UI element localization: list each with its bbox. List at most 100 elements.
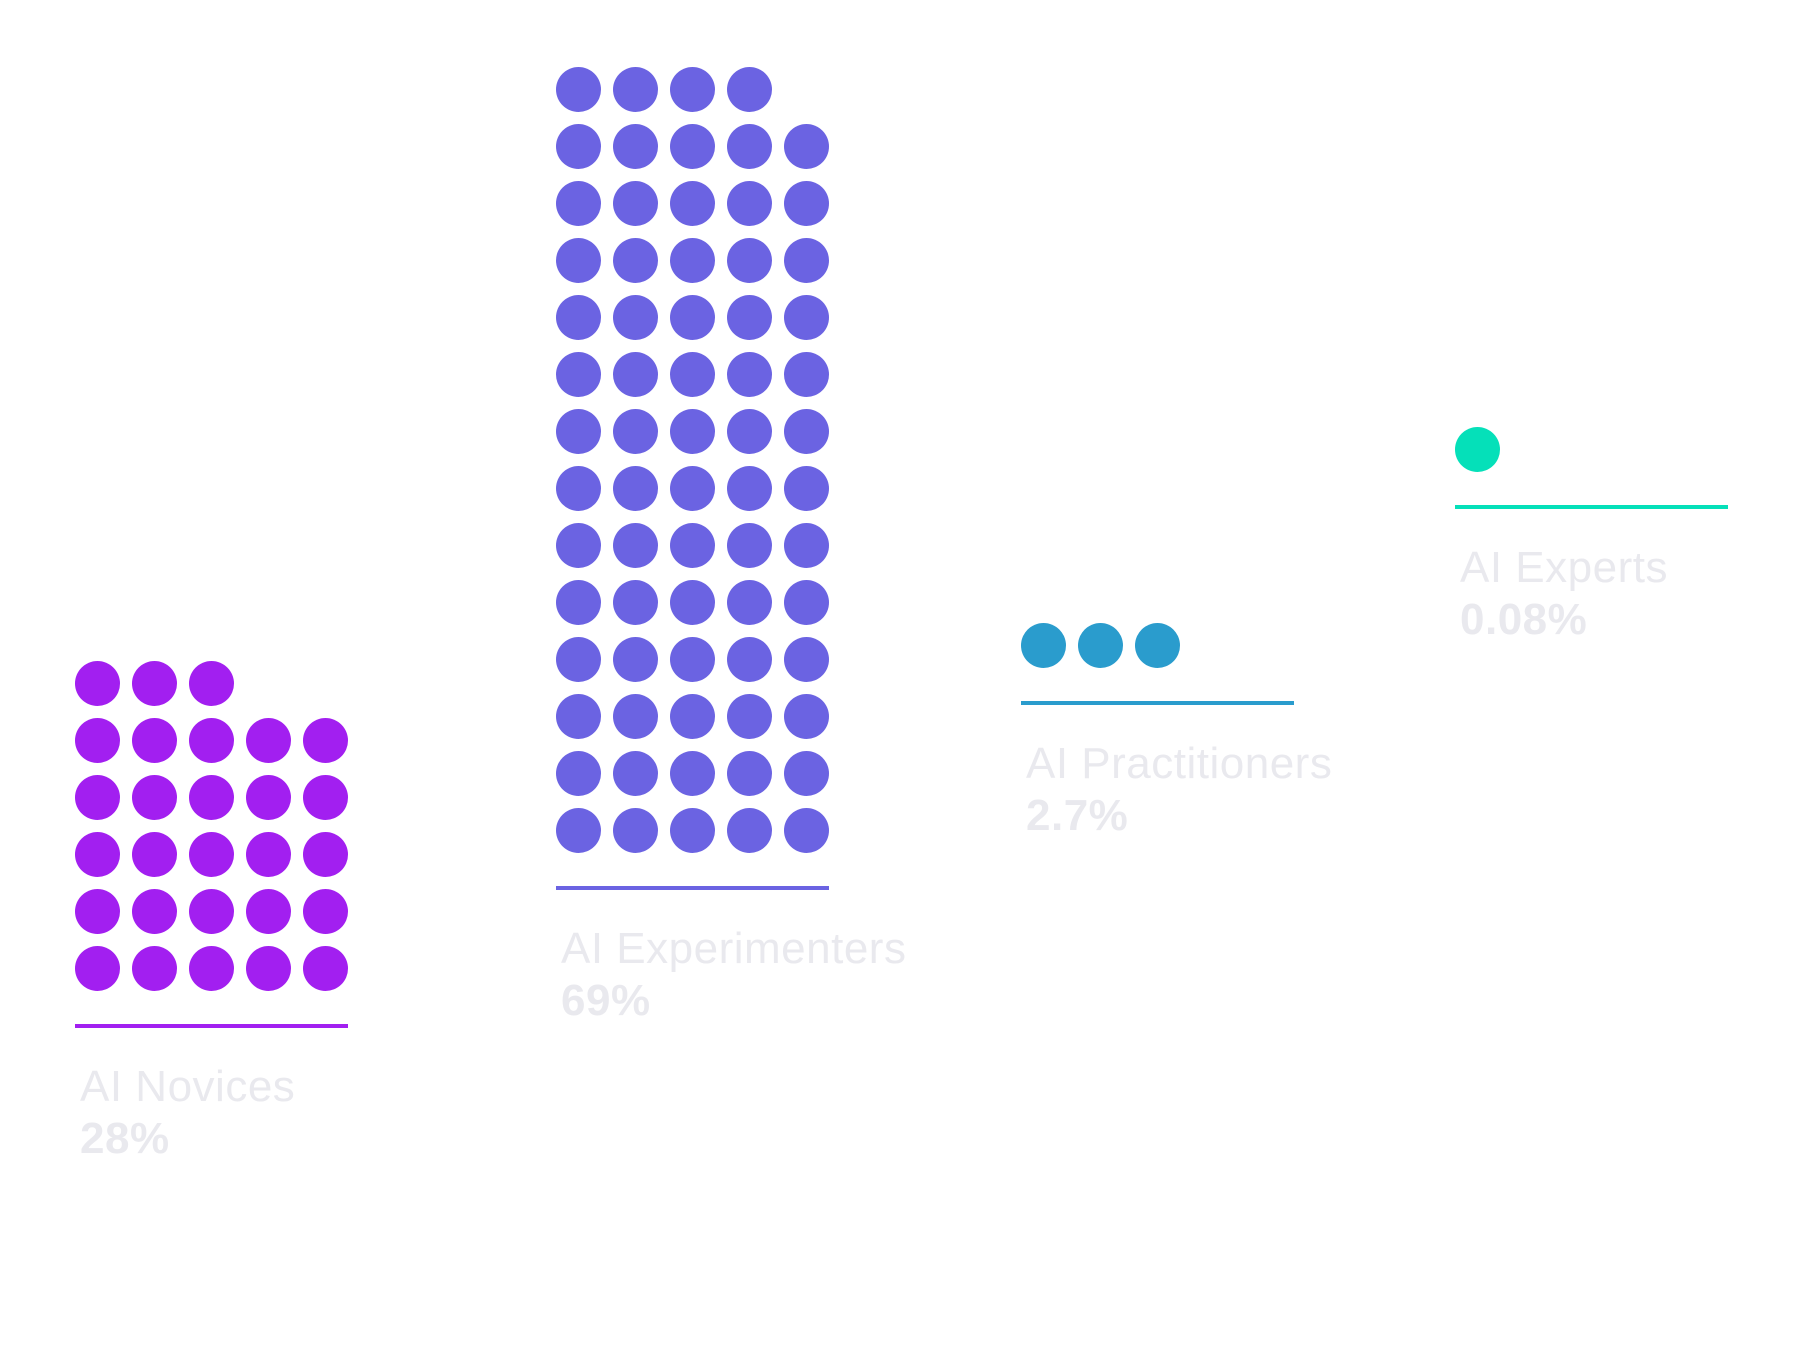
ai-novices-dot xyxy=(246,889,291,934)
ai-novices-dot xyxy=(189,889,234,934)
ai-experimenters-dot xyxy=(784,409,829,454)
ai-experimenters-dot xyxy=(670,352,715,397)
ai-experts-label: AI Experts xyxy=(1460,543,1668,592)
ai-experimenters-dot xyxy=(727,124,772,169)
ai-experimenters-dot xyxy=(727,295,772,340)
ai-experts-baseline xyxy=(1455,505,1728,509)
ai-experimenters-baseline xyxy=(556,886,829,890)
ai-novices-dot xyxy=(303,889,348,934)
ai-experimenters-dot xyxy=(727,751,772,796)
ai-experimenters-dot xyxy=(670,238,715,283)
ai-novices-dot xyxy=(303,832,348,877)
ai-experimenters-dot xyxy=(670,124,715,169)
ai-novices-dot xyxy=(75,661,120,706)
ai-experimenters-dot xyxy=(670,181,715,226)
ai-experimenters-dot xyxy=(727,409,772,454)
ai-practitioners-dot xyxy=(1021,623,1066,668)
ai-experimenters-dot xyxy=(670,751,715,796)
ai-experimenters-dot xyxy=(556,523,601,568)
ai-practitioners-dot xyxy=(1135,623,1180,668)
ai-experimenters-dot xyxy=(670,466,715,511)
ai-experimenters-dot xyxy=(613,637,658,682)
ai-experimenters-dot xyxy=(556,751,601,796)
ai-novices-dot xyxy=(132,832,177,877)
ai-novices-dot xyxy=(132,889,177,934)
ai-experimenters-dot xyxy=(784,352,829,397)
ai-experimenters-dot xyxy=(784,637,829,682)
ai-experimenters-dot xyxy=(784,580,829,625)
ai-novices-dot xyxy=(132,946,177,991)
ai-practitioners-label: AI Practitioners xyxy=(1026,739,1332,788)
ai-experimenters-dot xyxy=(727,808,772,853)
ai-experimenters-dot xyxy=(784,751,829,796)
ai-experimenters-label: AI Experimenters xyxy=(561,924,906,973)
ai-experimenters-dot xyxy=(613,580,658,625)
ai-experimenters-dot xyxy=(556,409,601,454)
ai-experts-dot xyxy=(1455,427,1500,472)
ai-experimenters-dot xyxy=(727,694,772,739)
ai-experimenters-dot xyxy=(556,295,601,340)
ai-novices-dot xyxy=(246,718,291,763)
ai-experimenters-dot xyxy=(613,295,658,340)
ai-experimenters-dot xyxy=(727,67,772,112)
ai-novices-dot xyxy=(75,889,120,934)
ai-experimenters-dot xyxy=(727,352,772,397)
ai-novices-dot xyxy=(189,775,234,820)
ai-experimenters-dot xyxy=(613,523,658,568)
ai-experimenters-dot xyxy=(613,124,658,169)
ai-experimenters-dot xyxy=(670,523,715,568)
ai-novices-dot xyxy=(303,775,348,820)
ai-experimenters-dot xyxy=(784,808,829,853)
ai-novices-dot xyxy=(246,775,291,820)
ai-experimenters-dot xyxy=(556,637,601,682)
ai-experimenters-dot xyxy=(784,238,829,283)
ai-experimenters-dot xyxy=(613,67,658,112)
ai-experimenters-dot xyxy=(670,409,715,454)
ai-experimenters-dot xyxy=(613,808,658,853)
ai-experimenters-dot xyxy=(784,523,829,568)
ai-experimenters-dot xyxy=(670,67,715,112)
ai-experimenters-dot xyxy=(613,352,658,397)
ai-experts-value-label: 0.08% xyxy=(1460,595,1587,644)
ai-experimenters-dot xyxy=(670,808,715,853)
ai-novices-dot xyxy=(75,775,120,820)
ai-novices-dot xyxy=(132,661,177,706)
ai-experimenters-dot xyxy=(727,466,772,511)
ai-experimenters-dot xyxy=(670,637,715,682)
ai-experimenters-dot xyxy=(727,637,772,682)
ai-experimenters-dot xyxy=(613,751,658,796)
ai-experimenters-dot xyxy=(784,124,829,169)
ai-experimenters-dot xyxy=(670,694,715,739)
ai-novices-dot xyxy=(189,718,234,763)
ai-novices-dot xyxy=(75,946,120,991)
ai-novices-dot xyxy=(132,718,177,763)
ai-experimenters-dot xyxy=(613,466,658,511)
ai-novices-dot xyxy=(189,946,234,991)
ai-experimenters-value-label: 69% xyxy=(561,976,651,1025)
ai-experimenters-dot xyxy=(556,181,601,226)
ai-novices-dot xyxy=(246,832,291,877)
ai-novices-value-label: 28% xyxy=(80,1114,170,1163)
ai-experimenters-dot xyxy=(556,580,601,625)
ai-experimenters-dot xyxy=(613,409,658,454)
ai-novices-dot xyxy=(75,832,120,877)
ai-experimenters-dot xyxy=(613,181,658,226)
ai-novices-baseline xyxy=(75,1024,348,1028)
ai-experimenters-dot xyxy=(556,67,601,112)
ai-experimenters-dot xyxy=(556,124,601,169)
ai-experimenters-dot xyxy=(556,694,601,739)
ai-experimenters-dot xyxy=(556,808,601,853)
ai-experimenters-dot xyxy=(784,295,829,340)
ai-novices-dot xyxy=(75,718,120,763)
ai-novices-dot xyxy=(132,775,177,820)
ai-experimenters-dot xyxy=(613,238,658,283)
ai-novices-dot xyxy=(189,832,234,877)
ai-practitioners-value-label: 2.7% xyxy=(1026,791,1128,840)
ai-experimenters-dot xyxy=(784,694,829,739)
ai-novices-dot xyxy=(246,946,291,991)
ai-practitioners-baseline xyxy=(1021,701,1294,705)
